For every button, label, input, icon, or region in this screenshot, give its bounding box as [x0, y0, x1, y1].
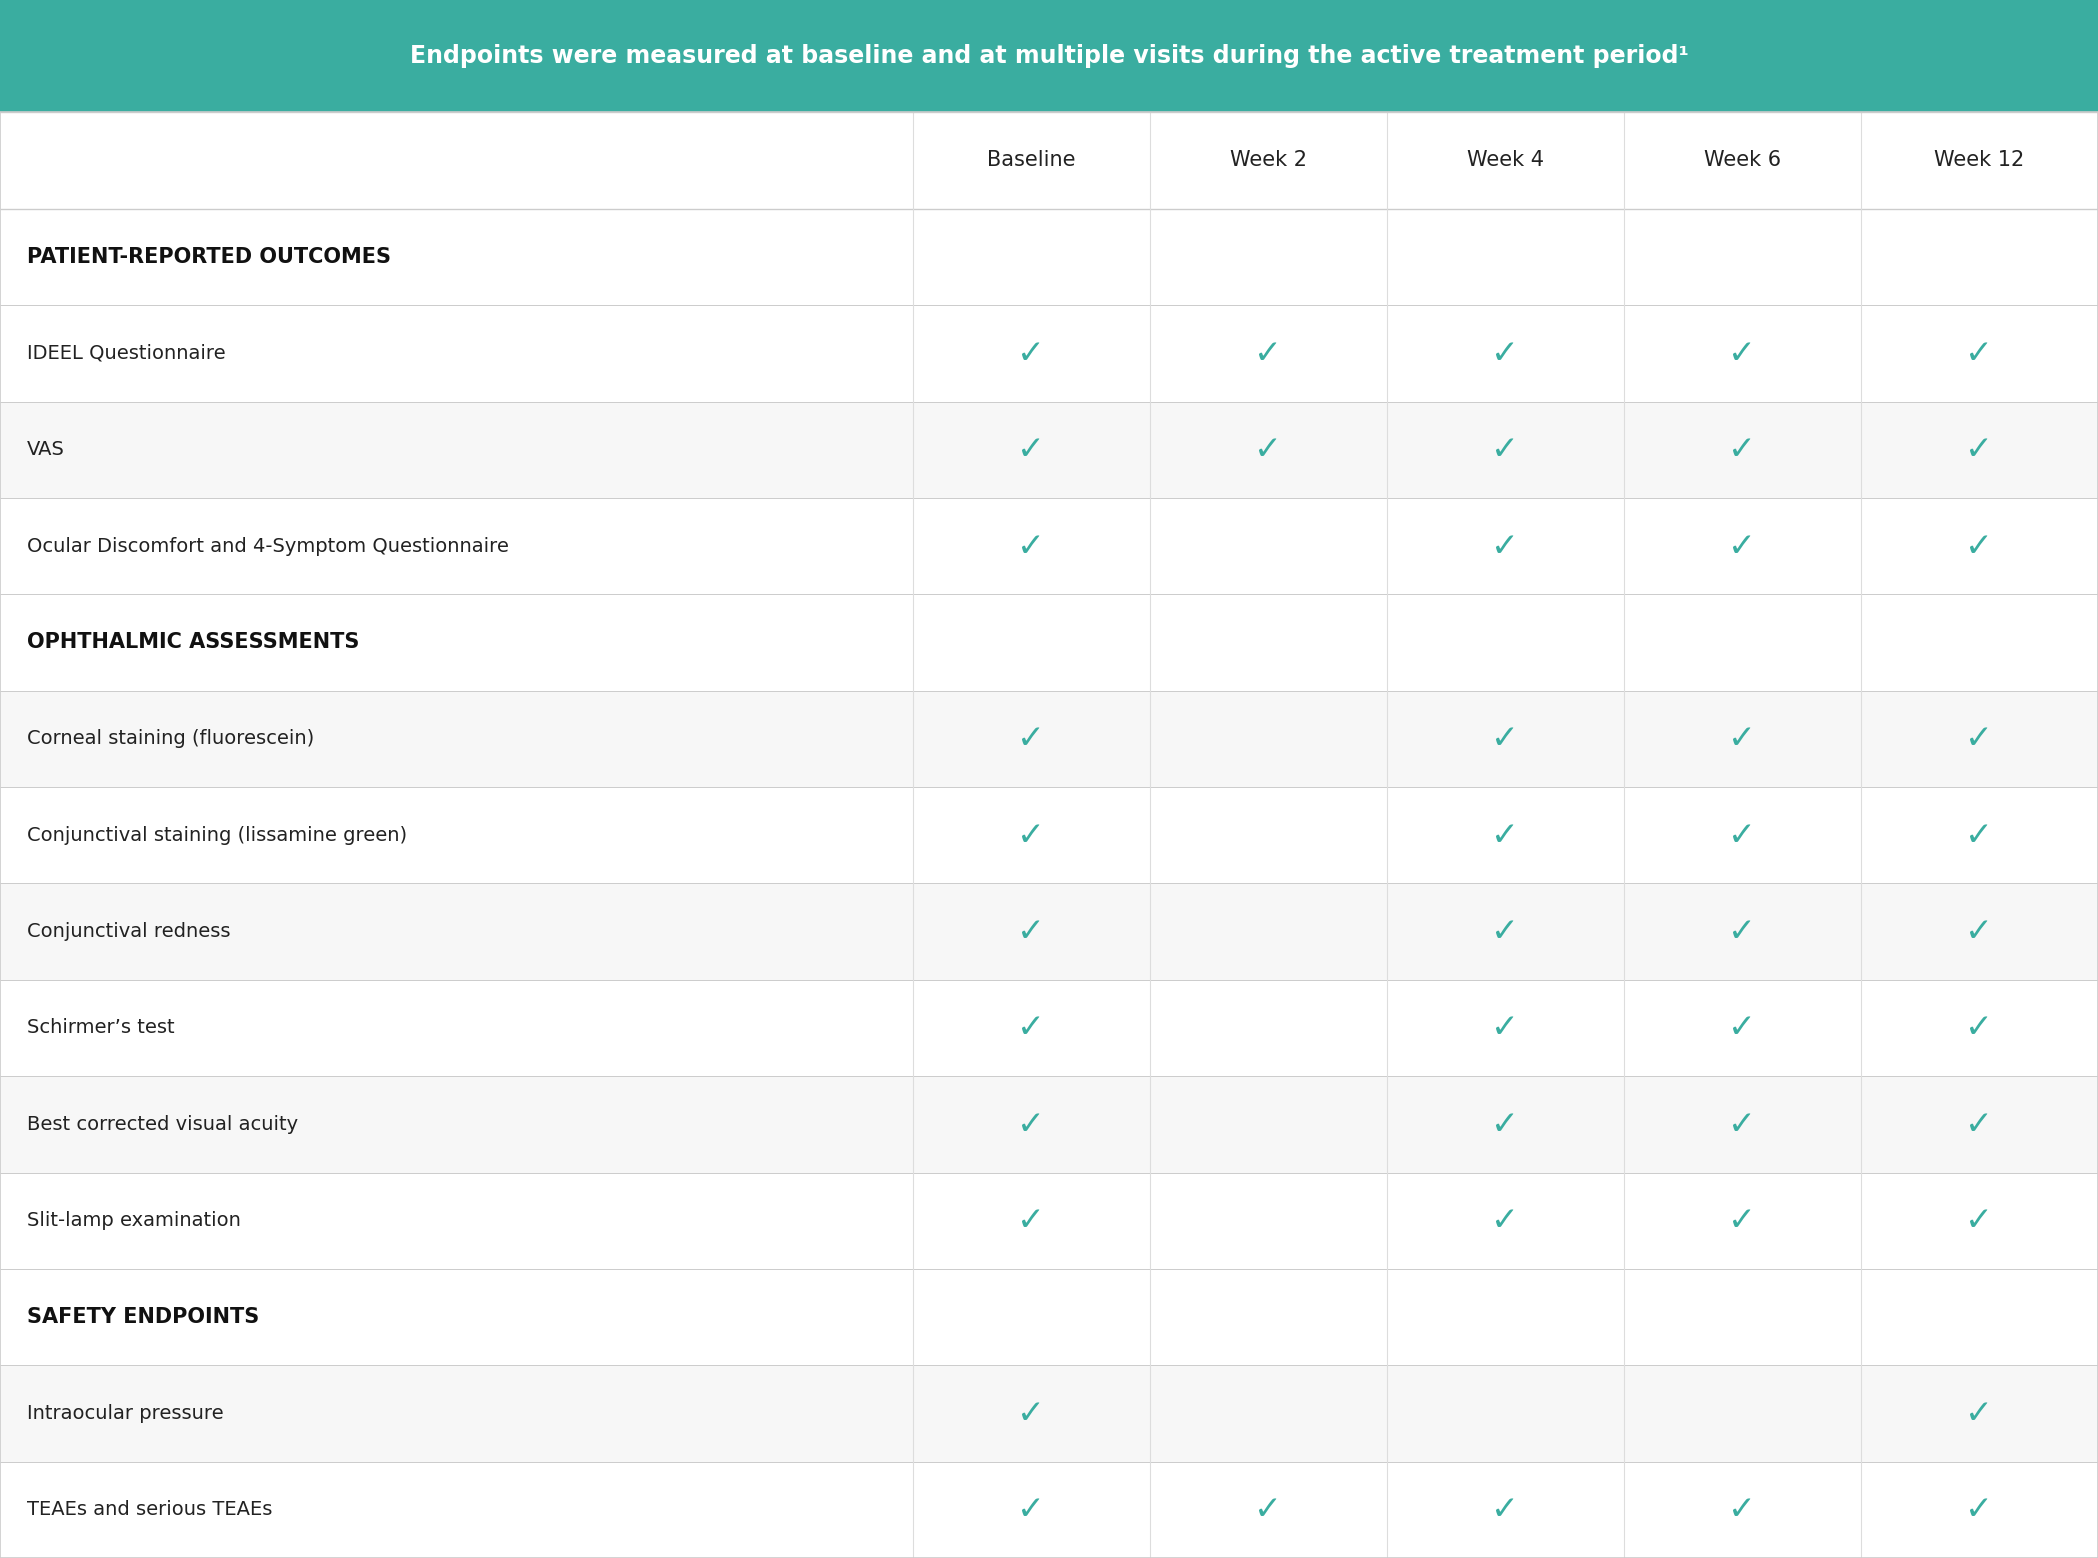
Text: TEAEs and serious TEAEs: TEAEs and serious TEAEs	[27, 1500, 273, 1519]
Bar	[0, 594, 2098, 690]
Text: Week 4: Week 4	[1467, 151, 1544, 170]
Text: Week 12: Week 12	[1934, 151, 2025, 170]
Text: ✓: ✓	[1492, 1204, 1519, 1237]
Text: OPHTHALMIC ASSESSMENTS: OPHTHALMIC ASSESSMENTS	[27, 633, 359, 653]
Text: ✓: ✓	[1729, 1493, 1756, 1527]
Text: Ocular Discomfort and 4-Symptom Questionnaire: Ocular Discomfort and 4-Symptom Question…	[27, 536, 510, 556]
Text: Intraocular pressure: Intraocular pressure	[27, 1404, 224, 1422]
Text: ✓: ✓	[1966, 433, 1993, 466]
Text: ✓: ✓	[1966, 337, 1993, 369]
Text: PATIENT-REPORTED OUTCOMES: PATIENT-REPORTED OUTCOMES	[27, 248, 390, 266]
Text: Baseline: Baseline	[986, 151, 1076, 170]
Text: ✓: ✓	[1255, 433, 1282, 466]
Text: IDEEL Questionnaire: IDEEL Questionnaire	[27, 344, 227, 363]
Bar	[0, 980, 2098, 1077]
Text: ✓: ✓	[1966, 723, 1993, 756]
Bar	[0, 690, 2098, 787]
Text: ✓: ✓	[1018, 1108, 1045, 1140]
Text: Best corrected visual acuity: Best corrected visual acuity	[27, 1116, 298, 1134]
Text: ✓: ✓	[1966, 1398, 1993, 1430]
Text: ✓: ✓	[1492, 915, 1519, 949]
Text: Corneal staining (fluorescein): Corneal staining (fluorescein)	[27, 729, 315, 748]
Bar	[0, 305, 2098, 402]
Text: Endpoints were measured at baseline and at multiple visits during the active tre: Endpoints were measured at baseline and …	[409, 44, 1689, 69]
Text: ✓: ✓	[1492, 1108, 1519, 1140]
Bar	[0, 1268, 2098, 1365]
Text: ✓: ✓	[1729, 337, 1756, 369]
Text: ✓: ✓	[1492, 433, 1519, 466]
Text: VAS: VAS	[27, 441, 65, 460]
Text: Schirmer’s test: Schirmer’s test	[27, 1019, 174, 1038]
Text: ✓: ✓	[1729, 433, 1756, 466]
Text: ✓: ✓	[1729, 530, 1756, 562]
Text: ✓: ✓	[1492, 818, 1519, 852]
Text: Week 2: Week 2	[1229, 151, 1307, 170]
Bar	[0, 0, 2098, 112]
Bar	[0, 1077, 2098, 1173]
Text: ✓: ✓	[1018, 530, 1045, 562]
Text: ✓: ✓	[1018, 723, 1045, 756]
Text: Slit-lamp examination: Slit-lamp examination	[27, 1211, 241, 1231]
Text: ✓: ✓	[1255, 337, 1282, 369]
Text: ✓: ✓	[1966, 1204, 1993, 1237]
Text: ✓: ✓	[1018, 1493, 1045, 1527]
Bar	[0, 1461, 2098, 1558]
Bar	[0, 1365, 2098, 1461]
Bar	[0, 883, 2098, 980]
Text: ✓: ✓	[1729, 915, 1756, 949]
Text: ✓: ✓	[1018, 337, 1045, 369]
Text: ✓: ✓	[1966, 1493, 1993, 1527]
Text: ✓: ✓	[1966, 530, 1993, 562]
Text: ✓: ✓	[1492, 1493, 1519, 1527]
Bar	[0, 112, 2098, 209]
Text: ✓: ✓	[1729, 1011, 1756, 1044]
Bar	[0, 499, 2098, 594]
Text: ✓: ✓	[1729, 723, 1756, 756]
Text: ✓: ✓	[1018, 433, 1045, 466]
Text: ✓: ✓	[1966, 915, 1993, 949]
Bar	[0, 402, 2098, 499]
Text: ✓: ✓	[1966, 1011, 1993, 1044]
Text: SAFETY ENDPOINTS: SAFETY ENDPOINTS	[27, 1307, 260, 1327]
Text: ✓: ✓	[1966, 818, 1993, 852]
Text: ✓: ✓	[1018, 818, 1045, 852]
Text: ✓: ✓	[1492, 530, 1519, 562]
Text: ✓: ✓	[1492, 1011, 1519, 1044]
Text: ✓: ✓	[1018, 1011, 1045, 1044]
Text: Conjunctival redness: Conjunctival redness	[27, 922, 231, 941]
Text: ✓: ✓	[1018, 1398, 1045, 1430]
Text: Week 6: Week 6	[1704, 151, 1781, 170]
Text: ✓: ✓	[1729, 1204, 1756, 1237]
Bar	[0, 787, 2098, 883]
Text: ✓: ✓	[1492, 723, 1519, 756]
Text: ✓: ✓	[1018, 1204, 1045, 1237]
Text: ✓: ✓	[1492, 337, 1519, 369]
Text: ✓: ✓	[1018, 915, 1045, 949]
Bar	[0, 1173, 2098, 1268]
Text: ✓: ✓	[1729, 818, 1756, 852]
Text: ✓: ✓	[1966, 1108, 1993, 1140]
Bar	[0, 209, 2098, 305]
Text: ✓: ✓	[1729, 1108, 1756, 1140]
Text: ✓: ✓	[1255, 1493, 1282, 1527]
Text: Conjunctival staining (lissamine green): Conjunctival staining (lissamine green)	[27, 826, 407, 844]
